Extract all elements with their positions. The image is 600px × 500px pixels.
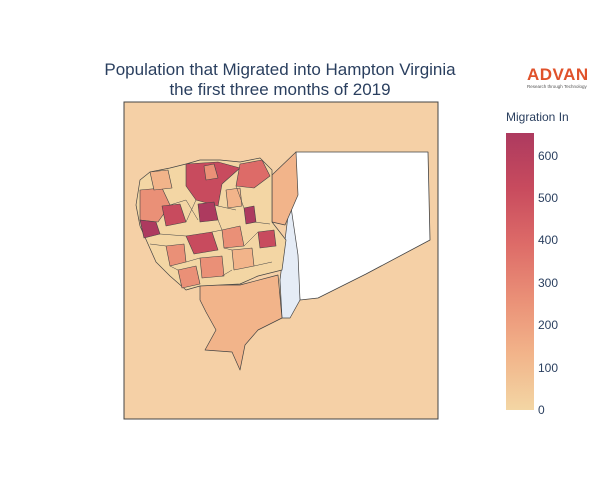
tract-boundary xyxy=(149,243,167,247)
map-region-south-west-b[interactable] xyxy=(177,265,201,289)
colorbar-tick-label: 300 xyxy=(538,275,559,290)
tract-boundary xyxy=(185,199,199,221)
map-frame xyxy=(123,101,439,420)
map-region-mid-north[interactable] xyxy=(225,187,243,209)
map-region-northwest[interactable] xyxy=(149,169,173,191)
tract-boundary xyxy=(159,233,187,237)
tract-boundary xyxy=(185,257,201,263)
map-region-south-center[interactable] xyxy=(199,255,225,279)
tract-boundary xyxy=(243,231,259,247)
map-region-east-dark[interactable] xyxy=(243,205,257,225)
tract-boundary xyxy=(217,205,237,211)
colorbar-title: Migration In xyxy=(506,110,569,124)
map-region-dark-north[interactable] xyxy=(185,161,241,207)
census-block-groups[interactable] xyxy=(135,151,431,371)
advan-logo: ADVAN Research through Technology xyxy=(527,66,595,89)
tract-boundary xyxy=(185,199,197,223)
logo-tagline: Research through Technology xyxy=(527,84,587,89)
logo-wordmark: ADVAN xyxy=(527,65,589,84)
map-region-south-east[interactable] xyxy=(231,247,255,271)
tract-boundary xyxy=(221,269,233,277)
tract-boundary xyxy=(169,199,187,206)
colorbar-tick-label: 600 xyxy=(538,148,559,163)
colorbar-tick-label: 500 xyxy=(538,191,559,206)
chart-title-line-2: the first three months of 2019 xyxy=(169,80,391,99)
map-region-north-small[interactable] xyxy=(203,163,219,181)
colorbar-tick-label: 100 xyxy=(538,360,559,375)
colorbar-tick-label: 400 xyxy=(538,233,559,248)
map-region-north-east-mid[interactable] xyxy=(235,159,271,189)
tract-boundary xyxy=(223,247,233,251)
map-region-east-mid[interactable] xyxy=(257,229,277,249)
map-region-center-east[interactable] xyxy=(221,225,245,249)
tract-boundary xyxy=(235,185,245,209)
map-region-center[interactable] xyxy=(185,231,219,255)
colorbar xyxy=(506,133,534,410)
colorbar-tick-label: 0 xyxy=(538,403,545,417)
tract-boundary xyxy=(211,229,223,233)
map-region-south[interactable] xyxy=(199,274,283,371)
tract-boundary xyxy=(253,261,273,267)
tract-boundary xyxy=(217,219,223,231)
tract-boundary xyxy=(253,221,271,225)
chart-title: Population that Migrated into Hampton Vi… xyxy=(0,60,560,100)
colorbar-tick-label: 200 xyxy=(538,318,559,333)
tract-boundary xyxy=(169,265,179,271)
chart-title-line-1: Population that Migrated into Hampton Vi… xyxy=(104,60,456,79)
